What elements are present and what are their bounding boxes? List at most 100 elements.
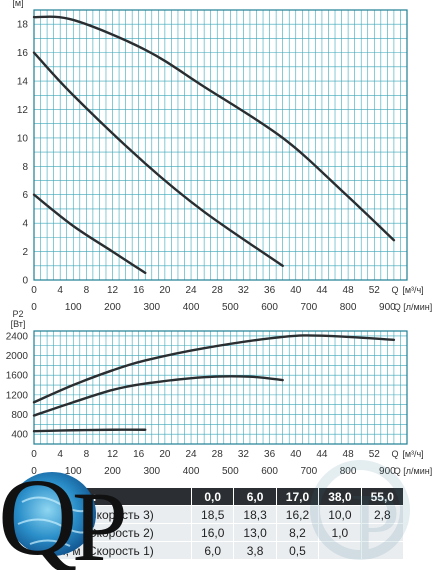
x2-tick-label: 400 — [183, 466, 200, 477]
x-tick-label: 32 — [238, 449, 250, 460]
x-tick-label: 12 — [107, 285, 119, 296]
x-axis-label: Q — [391, 449, 398, 459]
y-tick-label: 2 — [22, 247, 28, 258]
table-header-cell: 55,0 — [360, 487, 405, 506]
series-line-2 — [32, 51, 284, 267]
x2-tick-label: 700 — [300, 466, 317, 477]
plot-frame — [33, 9, 408, 281]
table-cell: 1,0 — [318, 523, 362, 542]
x2-tick-label: 100 — [65, 466, 82, 477]
table-cell — [318, 541, 362, 560]
x2-tick-label: 700 — [300, 302, 317, 313]
x-tick-label: 16 — [133, 285, 145, 296]
table-cell: 13,0 — [233, 523, 277, 542]
y-tick-label: 1600 — [6, 371, 29, 382]
series-line-2 — [32, 375, 284, 417]
table-header-cell: 0,0 — [190, 487, 235, 506]
x2-tick-label: 500 — [222, 302, 239, 313]
y-tick-label: 800 — [11, 410, 28, 421]
x-tick-label: 0 — [31, 449, 37, 460]
x-tick-label: 4 — [57, 285, 63, 296]
table-row: Н, м (Скорость 1) 6,0 3,8 0,5 — [52, 541, 405, 560]
x-tick-label: 52 — [369, 285, 381, 296]
x-tick-label: 40 — [290, 285, 302, 296]
y-tick-label: 18 — [17, 20, 29, 31]
x2-tick-label: 500 — [222, 466, 239, 477]
y-tick-label: 400 — [11, 430, 28, 441]
x2-axis-unit: Q [л/мин] — [394, 466, 432, 476]
table-cell: 3,8 — [233, 541, 277, 560]
x-tick-label: 20 — [159, 285, 171, 296]
x-tick-label: 4 — [57, 449, 63, 460]
table-cell: 2,8 — [360, 505, 405, 524]
x2-tick-label: 200 — [104, 466, 121, 477]
x-tick-label: 28 — [212, 449, 224, 460]
x-tick-label: 0 — [31, 285, 37, 296]
table-row-label: Н, м (Скорость 1) — [52, 541, 192, 560]
y-axis-label: P2 — [12, 309, 23, 319]
y-tick-label: 10 — [17, 133, 29, 144]
table-cell: 16,0 — [190, 523, 235, 542]
svg-text:Q: Q — [0, 456, 77, 570]
x2-tick-label: 400 — [183, 302, 200, 313]
x-tick-label: 48 — [343, 449, 355, 460]
x-tick-label: 32 — [238, 285, 250, 296]
x-tick-label: 24 — [185, 449, 197, 460]
svg-text:P: P — [350, 476, 400, 570]
series-line-3 — [32, 193, 147, 275]
x2-tick-label: 200 — [104, 302, 121, 313]
x2-tick-label: 900 — [379, 302, 396, 313]
y-tick-label: 14 — [17, 77, 29, 88]
x2-tick-label: 300 — [143, 302, 160, 313]
x-tick-label: 8 — [84, 449, 90, 460]
x2-tick-label: 800 — [340, 302, 357, 313]
series-line-1 — [32, 334, 396, 404]
x-tick-label: 28 — [212, 285, 224, 296]
svg-text:P: P — [72, 471, 128, 570]
x-axis-unit: [м³/ч] — [402, 285, 423, 295]
head-chart: 024681012141618H[м]048121620242832364044… — [12, 0, 432, 313]
table-cell: 8,2 — [275, 523, 320, 542]
y-tick-label: 1200 — [6, 390, 29, 401]
table-cell — [360, 541, 405, 560]
table-header-cell: 6,0 — [233, 487, 277, 506]
y-tick-label: 16 — [17, 48, 29, 59]
table-cell: 6,0 — [190, 541, 235, 560]
x-axis-label: Q — [391, 285, 398, 295]
table-header-cell: 17,0 — [275, 487, 320, 506]
table-cell: 10,0 — [318, 505, 362, 524]
qp-watermark: P — [310, 460, 410, 570]
x2-tick-label: 900 — [379, 466, 396, 477]
pump-charts: 024681012141618H[м]048121620242832364044… — [6, 0, 432, 477]
y-tick-label: 2400 — [6, 331, 29, 342]
x-tick-label: 44 — [316, 449, 328, 460]
table-cell: 0,5 — [275, 541, 320, 560]
table-cell: 16,2 — [275, 505, 320, 524]
table-cell: 18,5 — [190, 505, 235, 524]
y-tick-label: 6 — [22, 190, 28, 201]
y-tick-label: 8 — [22, 162, 28, 173]
x2-tick-label: 100 — [65, 302, 82, 313]
x-tick-label: 52 — [369, 449, 381, 460]
x2-tick-label: 600 — [261, 302, 278, 313]
x2-tick-label: 0 — [31, 302, 37, 313]
x-tick-label: 36 — [264, 449, 276, 460]
x2-tick-label: 600 — [261, 466, 278, 477]
x-tick-label: 20 — [159, 449, 171, 460]
x-tick-label: 8 — [84, 285, 90, 296]
x-tick-label: 44 — [316, 285, 328, 296]
x2-tick-label: 0 — [31, 466, 37, 477]
plot-frame — [33, 330, 408, 445]
series-line-1 — [32, 15, 396, 242]
x-tick-label: 12 — [107, 449, 119, 460]
x-tick-label: 24 — [185, 285, 197, 296]
x2-tick-label: 300 — [143, 466, 160, 477]
x-axis-unit: [м³/ч] — [402, 449, 423, 459]
x2-tick-label: 800 — [340, 466, 357, 477]
plot-area — [34, 10, 407, 280]
y-tick-label: 4 — [22, 219, 28, 230]
series-line-3 — [32, 428, 147, 433]
x2-axis-unit: Q [л/мин] — [394, 302, 432, 312]
x-tick-label: 40 — [290, 449, 302, 460]
table-cell — [360, 523, 405, 542]
